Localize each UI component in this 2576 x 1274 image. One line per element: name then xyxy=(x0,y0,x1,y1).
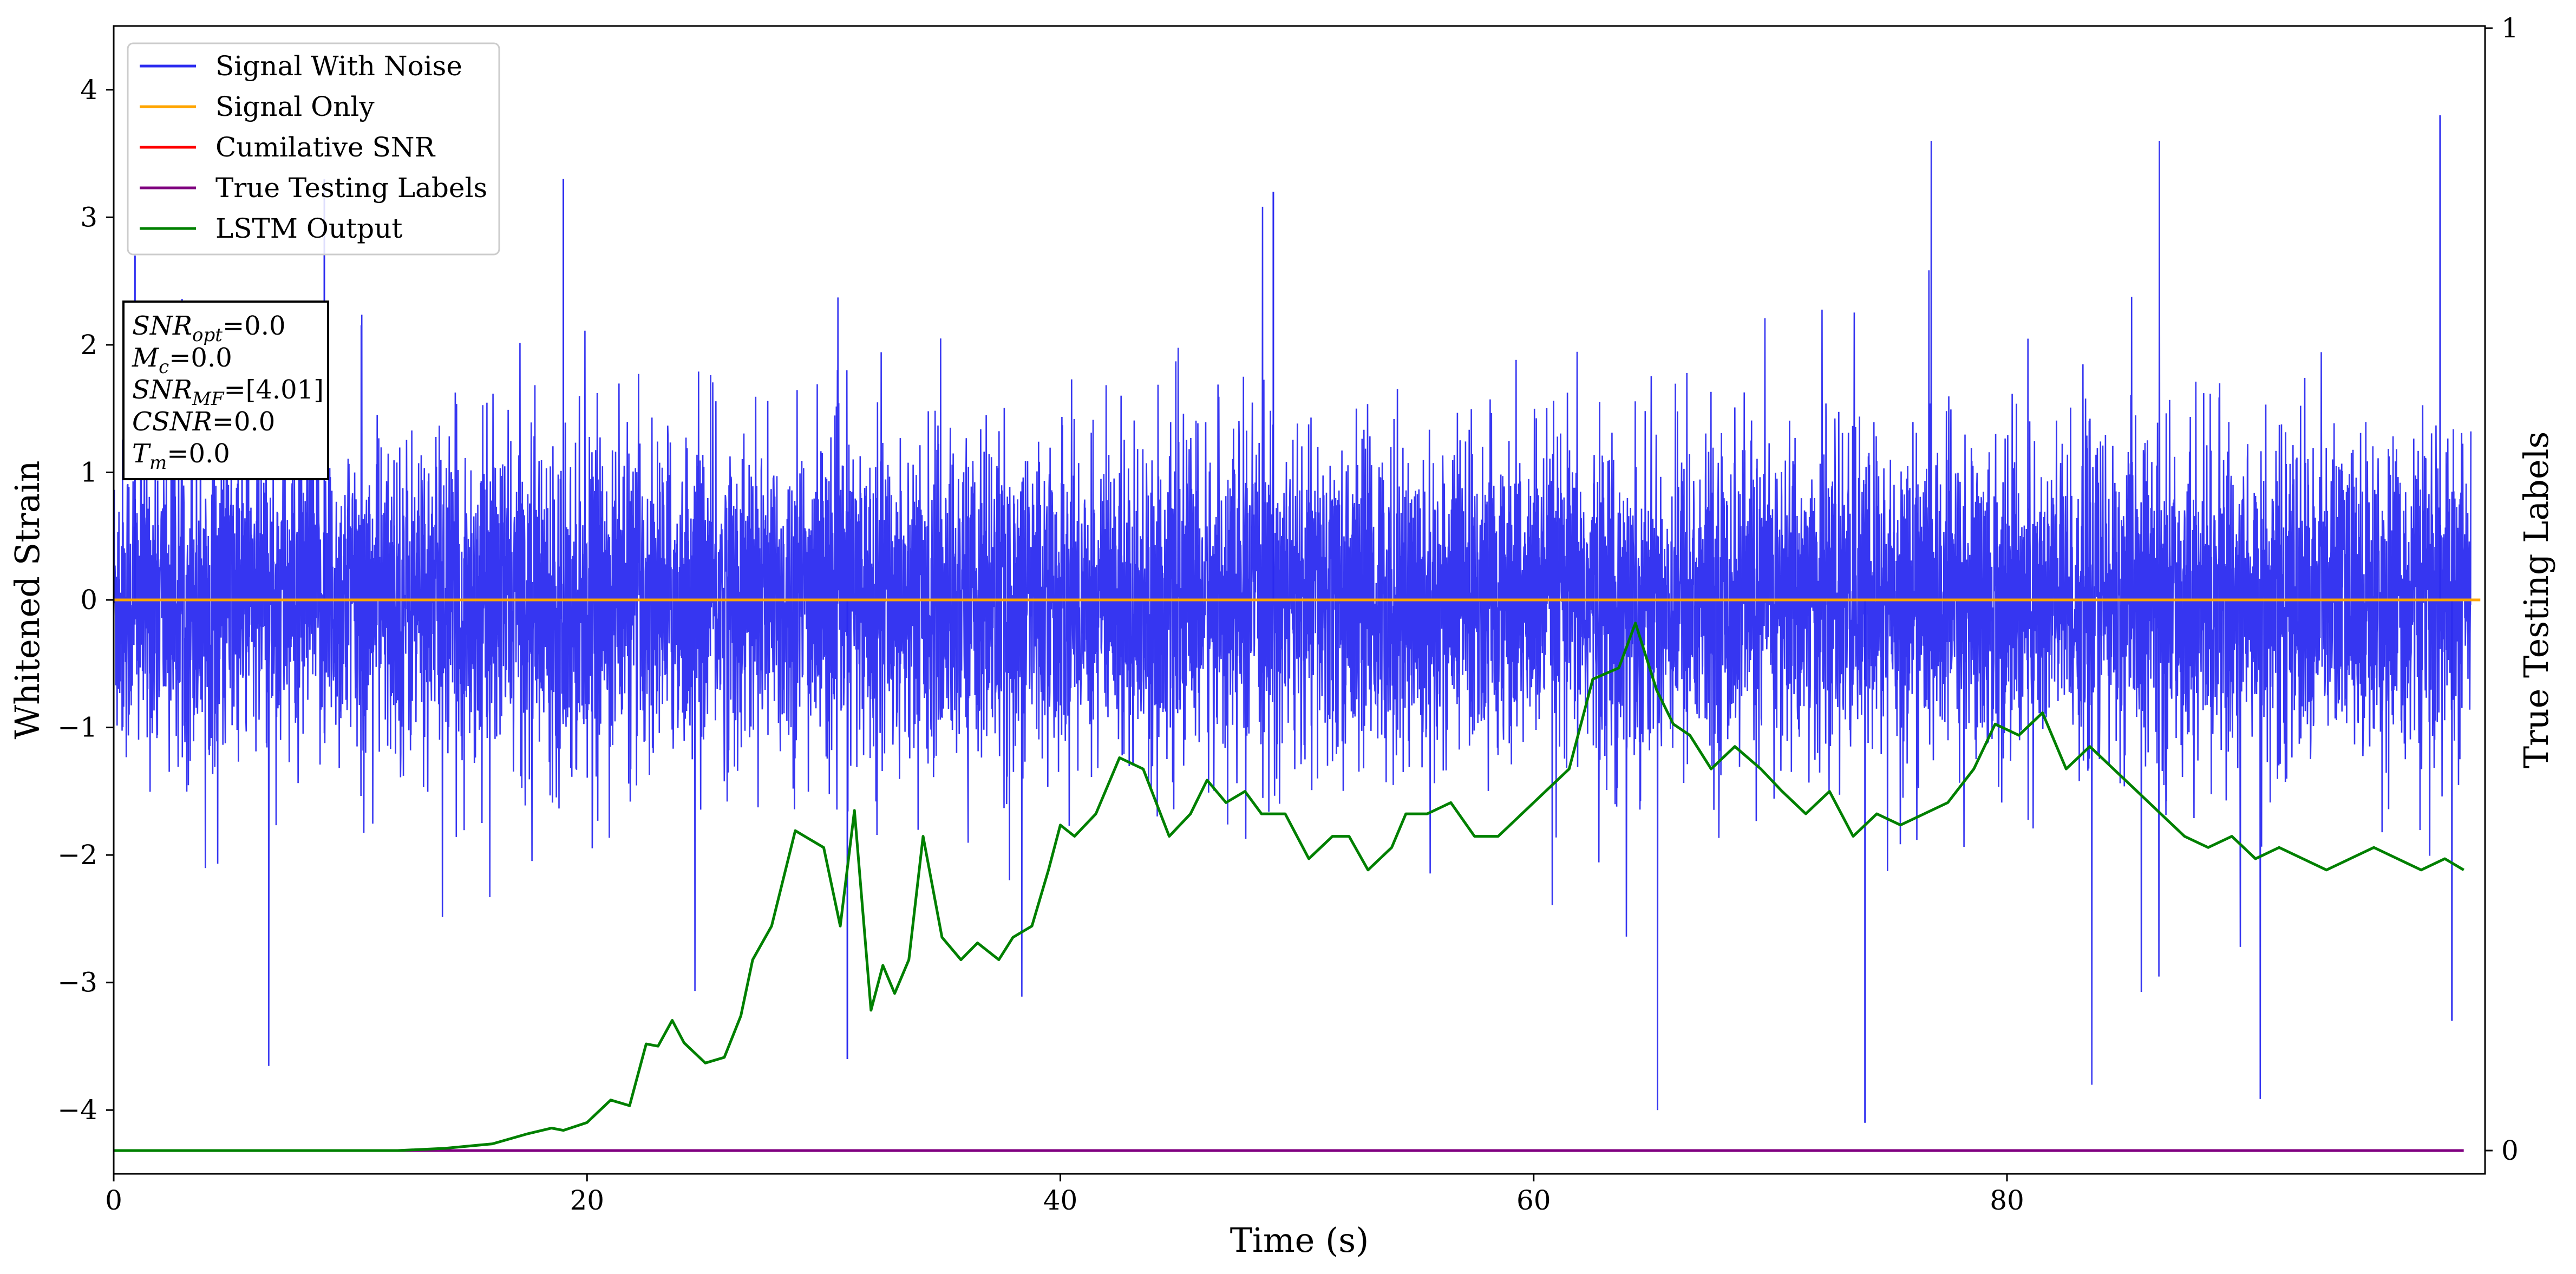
annotation-line-0: SNRopt=0.0 xyxy=(132,311,286,346)
y-tick-label-3: −1 xyxy=(57,712,97,743)
y-tick-label-7: 3 xyxy=(80,201,97,233)
y2-tick-label-1: 1 xyxy=(2501,12,2519,44)
lstm-output-line xyxy=(114,622,2464,1152)
annotation-box: SNRopt=0.0Mc=0.0SNRMF=[4.01]CSNR=0.0Tm=0… xyxy=(122,300,329,480)
y-tick-label-4: 0 xyxy=(80,584,97,616)
legend-frame xyxy=(127,42,500,256)
x-tick-label-2: 40 xyxy=(1043,1185,1078,1216)
annotation-frame xyxy=(122,300,329,480)
y-tick-label-5: 1 xyxy=(80,456,97,488)
y2-tick-label-0: 0 xyxy=(2501,1135,2519,1166)
annotation-line-3: CSNR=0.0 xyxy=(132,407,275,437)
x-tick-label-1: 20 xyxy=(570,1185,604,1216)
y-tick-label-0: −4 xyxy=(57,1094,97,1126)
legend-label-0: Signal With Noise xyxy=(215,50,462,82)
signal-with-noise-line xyxy=(113,140,2472,1110)
legend-label-1: Signal Only xyxy=(215,91,375,122)
y-tick-label-8: 4 xyxy=(80,74,97,106)
legend-label-2: Cumilative SNR xyxy=(215,132,435,163)
annotation-line-2: SNRMF=[4.01] xyxy=(132,375,324,410)
legend-label-4: LSTM Output xyxy=(215,213,402,244)
x-axis-label: Time (s) xyxy=(1230,1220,1369,1260)
x-tick-label-4: 80 xyxy=(1990,1185,2024,1216)
y-tick-label-6: 2 xyxy=(80,329,97,361)
y2-axis-label: True Testing Labels xyxy=(2516,432,2556,769)
y-tick-label-1: −3 xyxy=(57,967,97,998)
annotation-line-1: Mc=0.0 xyxy=(132,343,232,378)
y-axis-label: Whitened Strain xyxy=(8,461,47,740)
legend-label-3: True Testing Labels xyxy=(215,172,487,204)
x-tick-label-0: 0 xyxy=(105,1185,122,1216)
legend: Signal With Noise Signal Only Cumilative S… xyxy=(127,42,500,256)
x-tick-label-3: 60 xyxy=(1516,1185,1551,1216)
line-series-layer xyxy=(114,598,2481,1152)
y-tick-label-2: −2 xyxy=(57,839,97,871)
annotation-line-4: Tm=0.0 xyxy=(132,439,230,474)
